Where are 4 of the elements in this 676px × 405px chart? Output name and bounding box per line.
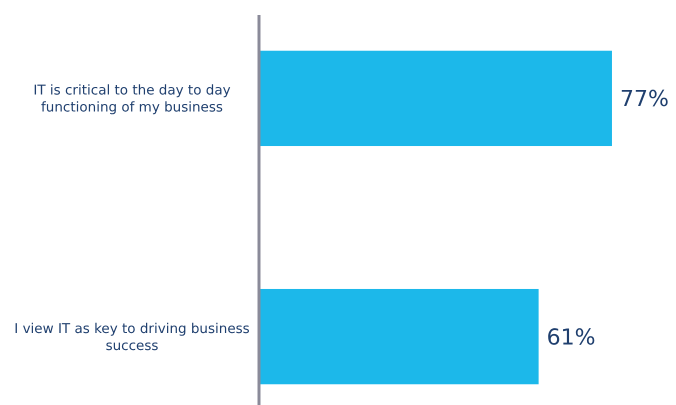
y-tick-label: I view IT as key to driving business success: [14, 320, 250, 354]
data-label: 61%: [546, 325, 596, 350]
y-tick-label: IT is critical to the day to day functioning of my business: [33, 82, 231, 116]
data-label: 77%: [620, 87, 669, 112]
